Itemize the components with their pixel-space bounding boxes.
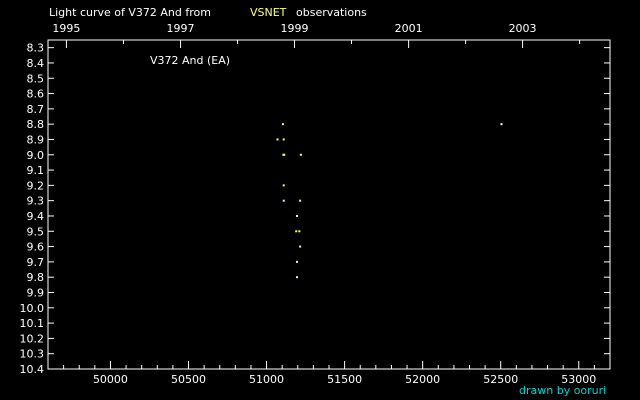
year-tick-label: 1999 (280, 22, 308, 35)
data-point (298, 230, 301, 233)
axis-ticks (48, 40, 610, 370)
title-prefix: Light curve of V372 And from (49, 6, 211, 19)
data-point (295, 276, 298, 279)
x-tick-label: 50500 (171, 373, 206, 386)
y-tick-label: 10.4 (20, 363, 45, 376)
data-point (295, 260, 298, 263)
x-tick-label: 50000 (93, 373, 128, 386)
y-tick-label: 9.4 (27, 210, 45, 223)
data-points (276, 123, 503, 279)
tick-labels: 50000 50500 51000 51500 52000 52500 53000 1995 1… (20, 22, 597, 386)
data-point (500, 123, 503, 126)
y-tick-label: 9.2 (27, 179, 45, 192)
data-point (299, 153, 302, 156)
y-tick-label: 10.1 (20, 317, 45, 330)
y-tick-label: 9.0 (27, 149, 45, 162)
x-tick-label: 53000 (561, 373, 596, 386)
data-point (283, 153, 286, 156)
y-tick-label: 8.5 (27, 72, 45, 85)
year-tick-label: 2003 (509, 22, 537, 35)
y-tick-label: 9.8 (27, 271, 45, 284)
y-tick-label: 10.3 (20, 348, 45, 361)
x-tick-label: 51000 (249, 373, 284, 386)
data-point (295, 230, 298, 233)
title-suffix: observations (296, 6, 367, 19)
y-tick-label: 9.5 (27, 225, 45, 238)
credit-text: drawn by ooruri (519, 384, 606, 397)
y-tick-label: 8.6 (27, 88, 45, 101)
year-tick-label: 1995 (52, 22, 80, 35)
y-tick-label: 8.3 (27, 42, 45, 55)
x-tick-label: 52500 (483, 373, 518, 386)
y-tick-label: 10.2 (20, 332, 45, 345)
data-point (282, 199, 285, 202)
y-tick-label: 8.7 (27, 103, 45, 116)
data-point (282, 184, 285, 187)
y-tick-label: 8.4 (27, 57, 45, 70)
y-tick-label: 9.9 (27, 286, 45, 299)
x-tick-label: 51500 (327, 373, 362, 386)
data-point (299, 199, 302, 202)
data-point (281, 123, 284, 126)
year-tick-label: 2001 (395, 22, 423, 35)
data-point (282, 138, 285, 141)
y-tick-label: 9.3 (27, 195, 45, 208)
y-tick-label: 9.7 (27, 256, 45, 269)
x-tick-label: 52000 (405, 373, 440, 386)
year-tick-label: 1997 (167, 22, 195, 35)
data-point (276, 138, 279, 141)
y-tick-label: 8.9 (27, 133, 45, 146)
y-tick-label: 9.6 (27, 241, 45, 254)
data-point (295, 214, 298, 217)
data-point (299, 245, 302, 248)
y-tick-label: 8.8 (27, 118, 45, 131)
star-annotation: V372 And (EA) (150, 54, 230, 67)
title-source: VSNET (250, 6, 287, 19)
y-tick-label: 9.1 (27, 164, 45, 177)
y-tick-label: 10.0 (20, 302, 45, 315)
